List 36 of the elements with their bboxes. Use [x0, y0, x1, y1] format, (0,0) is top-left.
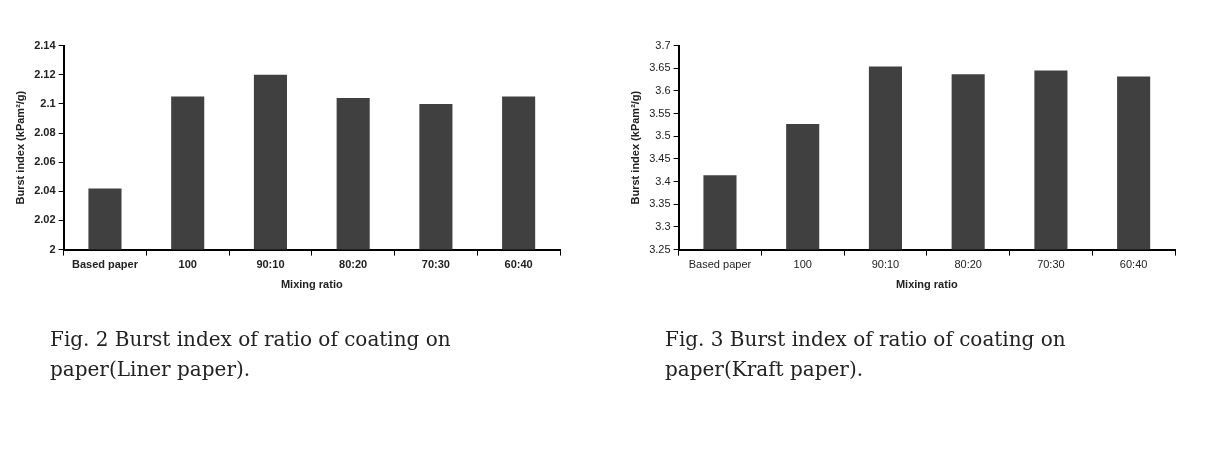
- y-axis-title: Burst index (kPam²/g): [13, 90, 26, 205]
- y-tick-label: 3.35: [649, 197, 671, 210]
- y-tick-label: 3.25: [649, 242, 671, 255]
- y-tick-label: 2.1: [40, 96, 56, 109]
- caption: Fig. 3 Burst index of ratio of coating on paper(Kraft paper).: [664, 326, 1067, 383]
- x-tick-label: 80:20: [339, 258, 368, 271]
- x-tick-label: 90:10: [256, 258, 285, 271]
- x-tick-label: 90:10: [871, 258, 900, 271]
- x-tick-label: 60:40: [504, 258, 533, 271]
- y-tick-label: 2.04: [34, 184, 57, 197]
- y-tick-label: 3.7: [655, 38, 671, 51]
- x-tick-label: 80:20: [954, 258, 982, 271]
- y-tick-label: 3.65: [649, 61, 671, 74]
- x-axis-title: Mixing ratio: [895, 278, 958, 291]
- x-tick-label: Based paper: [688, 258, 752, 271]
- y-tick-label: 2.02: [34, 213, 56, 226]
- y-tick-label: 3.4: [655, 174, 671, 187]
- x-tick-label: 70:30: [421, 258, 450, 271]
- x-tick-label: 100: [793, 258, 812, 271]
- y-tick-label: 2.12: [34, 67, 56, 80]
- y-tick-label: 2: [49, 242, 56, 255]
- x-tick-label: 100: [178, 258, 197, 271]
- y-tick-label: 2.06: [34, 155, 56, 168]
- y-tick-label: 3.45: [649, 151, 671, 164]
- y-tick-label: 3.55: [649, 106, 671, 119]
- y-tick-label: 3.5: [655, 129, 671, 142]
- x-tick-label: Based paper: [71, 258, 139, 271]
- x-tick-label: 60:40: [1119, 258, 1148, 271]
- x-axis-title: Mixing ratio: [280, 278, 343, 291]
- y-tick-label: 3.3: [655, 219, 671, 232]
- y-axis-title: Burst index (kPam²/g): [628, 90, 641, 205]
- x-tick-label: 70:30: [1037, 258, 1065, 271]
- caption: Fig. 2 Burst index of ratio of coating on paper(Liner paper).: [49, 326, 452, 383]
- y-tick-label: 3.6: [655, 83, 671, 96]
- y-tick-label: 2.14: [34, 38, 57, 51]
- y-tick-label: 2.08: [34, 126, 56, 139]
